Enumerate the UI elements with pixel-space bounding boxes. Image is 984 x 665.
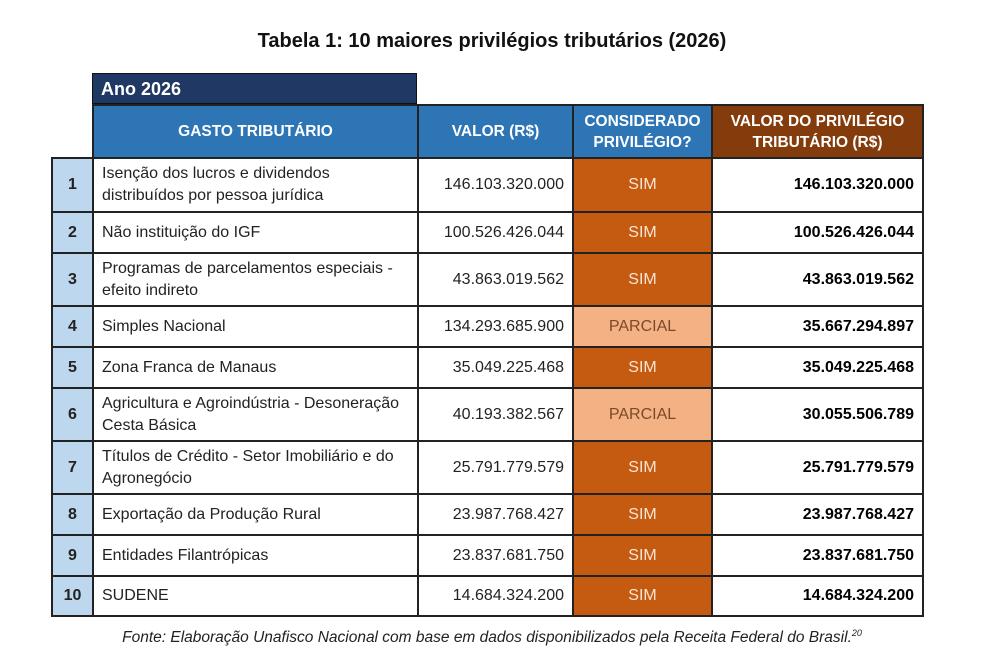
privilegio-cell: 35.049.225.468 — [711, 346, 924, 389]
gasto-cell: Isenção dos lucros e dividendos distribu… — [92, 157, 419, 213]
considerado-cell: PARCIAL — [572, 305, 713, 348]
considerado-cell: SIM — [572, 252, 713, 307]
rank-cell: 1 — [51, 157, 94, 213]
privilegio-cell: 14.684.324.200 — [711, 575, 924, 617]
privileges-table: GASTO TRIBUTÁRIO VALOR (R$) CONSIDERADO … — [51, 104, 924, 617]
valor-cell: 14.684.324.200 — [417, 575, 574, 617]
privilegio-cell: 146.103.320.000 — [711, 157, 924, 213]
header-row: GASTO TRIBUTÁRIO VALOR (R$) CONSIDERADO … — [52, 104, 924, 159]
gasto-cell: Não instituição do IGF — [92, 211, 419, 254]
gasto-cell: Simples Nacional — [92, 305, 419, 348]
table-row: 3 Programas de parcelamentos especiais -… — [51, 252, 924, 307]
rank-cell: 5 — [51, 346, 94, 389]
source-text: Fonte: Elaboração Unafisco Nacional com … — [122, 629, 852, 647]
header-gasto: GASTO TRIBUTÁRIO — [92, 104, 419, 159]
privilegio-cell: 25.791.779.579 — [711, 440, 924, 495]
rank-cell: 3 — [51, 252, 94, 307]
gasto-cell: Programas de parcelamentos especiais - e… — [92, 252, 419, 307]
valor-cell: 43.863.019.562 — [417, 252, 574, 307]
source-note: Fonte: Elaboração Unafisco Nacional com … — [0, 628, 984, 647]
privilegio-cell: 30.055.506.789 — [711, 387, 924, 442]
privilegio-cell: 100.526.426.044 — [711, 211, 924, 254]
valor-cell: 35.049.225.468 — [417, 346, 574, 389]
rank-cell: 6 — [51, 387, 94, 442]
considerado-cell: PARCIAL — [572, 387, 713, 442]
considerado-cell: SIM — [572, 211, 713, 254]
table-row: 10 SUDENE 14.684.324.200 SIM 14.684.324.… — [51, 575, 924, 617]
table-row: 2 Não instituição do IGF 100.526.426.044… — [51, 211, 924, 254]
footnote-ref: 20 — [851, 628, 862, 638]
rank-cell: 8 — [51, 493, 94, 536]
considerado-cell: SIM — [572, 440, 713, 495]
rank-cell: 7 — [51, 440, 94, 495]
table-row: 9 Entidades Filantrópicas 23.837.681.750… — [51, 534, 924, 577]
table-row: 8 Exportação da Produção Rural 23.987.76… — [51, 493, 924, 536]
gasto-cell: SUDENE — [92, 575, 419, 617]
considerado-cell: SIM — [572, 346, 713, 389]
header-privilegio: VALOR DO PRIVILÉGIO TRIBUTÁRIO (R$) — [711, 104, 924, 159]
rank-cell: 4 — [51, 305, 94, 348]
valor-cell: 146.103.320.000 — [417, 157, 574, 213]
rank-header — [52, 105, 93, 159]
considerado-cell: SIM — [572, 534, 713, 577]
considerado-cell: SIM — [572, 493, 713, 536]
rank-cell: 9 — [51, 534, 94, 577]
privilegio-cell: 35.667.294.897 — [711, 305, 924, 348]
table-title: Tabela 1: 10 maiores privilégios tributá… — [257, 30, 727, 52]
considerado-cell: SIM — [572, 157, 713, 213]
valor-cell: 23.987.768.427 — [417, 493, 574, 536]
gasto-cell: Agricultura e Agroindústria - Desoneraçã… — [92, 387, 419, 442]
privilegio-cell: 43.863.019.562 — [711, 252, 924, 307]
valor-cell: 40.193.382.567 — [417, 387, 574, 442]
table-row: 5 Zona Franca de Manaus 35.049.225.468 S… — [51, 346, 924, 389]
table-row: 7 Títulos de Crédito - Setor Imobiliário… — [51, 440, 924, 495]
rank-cell: 10 — [51, 575, 94, 617]
year-label: Ano 2026 — [92, 73, 417, 104]
gasto-cell: Zona Franca de Manaus — [92, 346, 419, 389]
considerado-cell: SIM — [572, 575, 713, 617]
table-row: 6 Agricultura e Agroindústria - Desonera… — [51, 387, 924, 442]
valor-cell: 23.837.681.750 — [417, 534, 574, 577]
gasto-cell: Exportação da Produção Rural — [92, 493, 419, 536]
gasto-cell: Entidades Filantrópicas — [92, 534, 419, 577]
rank-cell: 2 — [51, 211, 94, 254]
privilegio-cell: 23.987.768.427 — [711, 493, 924, 536]
valor-cell: 134.293.685.900 — [417, 305, 574, 348]
table-row: 1 Isenção dos lucros e dividendos distri… — [51, 157, 924, 213]
valor-cell: 25.791.779.579 — [417, 440, 574, 495]
valor-cell: 100.526.426.044 — [417, 211, 574, 254]
gasto-cell: Títulos de Crédito - Setor Imobiliário e… — [92, 440, 419, 495]
header-valor: VALOR (R$) — [417, 104, 574, 159]
table-row: 4 Simples Nacional 134.293.685.900 PARCI… — [51, 305, 924, 348]
privilegio-cell: 23.837.681.750 — [711, 534, 924, 577]
header-considerado: CONSIDERADO PRIVILÉGIO? — [572, 104, 713, 159]
